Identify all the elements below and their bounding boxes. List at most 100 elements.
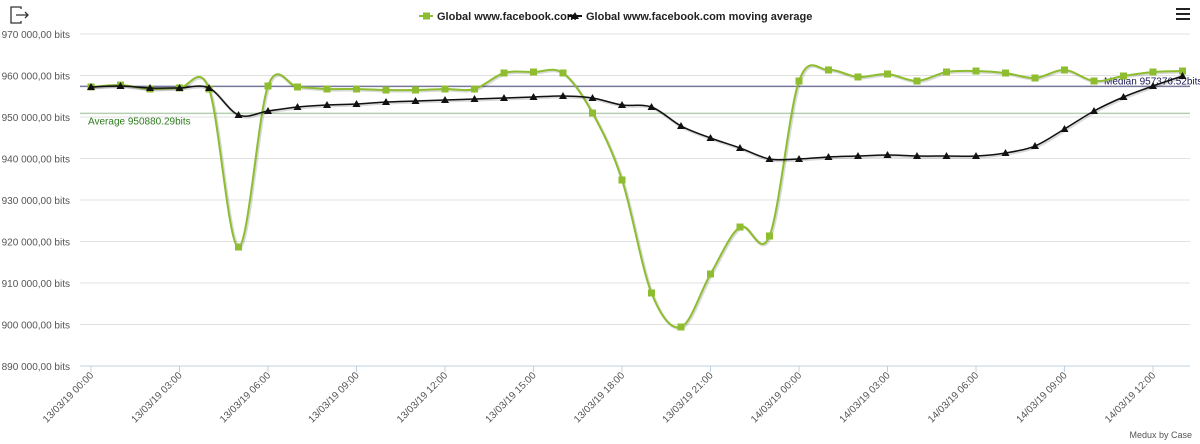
global-line — [90, 64, 1183, 329]
moving-average-point — [529, 92, 538, 100]
x-tick-label: 13/03/19 06:00 — [218, 370, 273, 425]
global-point — [589, 109, 596, 117]
global-point — [972, 67, 980, 75]
global-point — [1031, 74, 1039, 82]
x-tick-label: 14/03/19 00:00 — [749, 370, 804, 425]
moving-average-point — [441, 95, 449, 103]
x-tick-label: 14/03/19 12:00 — [1103, 370, 1158, 425]
global-point — [736, 223, 744, 231]
hamburger-menu-icon[interactable] — [1176, 8, 1190, 23]
y-tick-label: 950 000,00 bits — [2, 113, 70, 124]
moving-average-point — [883, 151, 892, 159]
legend-label: Global www.facebook.com moving average — [586, 11, 812, 23]
global-point — [559, 69, 567, 77]
x-tick-label: 14/03/19 09:00 — [1015, 370, 1070, 425]
moving-average-point — [795, 154, 803, 162]
x-tick-label: 13/03/19 18:00 — [572, 370, 627, 425]
moving-average-point — [1178, 71, 1187, 79]
moving-average-point — [175, 83, 184, 91]
moving-average-point — [1001, 148, 1010, 156]
global-point — [913, 77, 921, 85]
moving-average-point — [559, 92, 567, 100]
series-shadow — [91, 75, 1184, 163]
x-tick-label: 14/03/19 06:00 — [926, 370, 981, 425]
global-point — [1002, 69, 1009, 77]
x-tick-label: 13/03/19 09:00 — [307, 370, 362, 425]
moving-average-point — [913, 152, 921, 160]
global-point — [1120, 72, 1127, 80]
moving-average-point — [500, 93, 508, 101]
x-tick-label: 13/03/19 00:00 — [41, 370, 96, 425]
moving-average-point — [706, 133, 715, 141]
credit-text: Medux by Case — [1129, 430, 1192, 440]
global-point — [884, 70, 891, 78]
x-tick-label: 13/03/19 03:00 — [130, 370, 185, 425]
global-point — [500, 69, 508, 77]
global-point — [294, 83, 301, 91]
global-point — [707, 270, 714, 278]
moving-average-point — [618, 101, 626, 109]
moving-average-point — [1149, 81, 1157, 89]
x-tick-label: 13/03/19 12:00 — [395, 370, 450, 425]
export-icon[interactable] — [10, 6, 30, 24]
y-tick-label: 960 000,00 bits — [2, 72, 70, 83]
moving-average-point — [1090, 106, 1098, 114]
moving-average-point — [87, 82, 95, 90]
x-tick-label: 13/03/19 21:00 — [661, 370, 716, 425]
global-point — [412, 86, 419, 94]
moving-average-point — [116, 81, 125, 89]
global-point — [618, 176, 626, 184]
moving-average-point — [146, 83, 154, 91]
moving-average-point — [382, 98, 390, 106]
y-tick-label: 890 000,00 bits — [2, 362, 70, 373]
moving-average-point — [824, 153, 833, 161]
moving-average-point — [323, 101, 331, 109]
global-point — [264, 82, 272, 90]
legend-item-global[interactable]: Global www.facebook.com — [419, 11, 577, 23]
moving-average-line — [90, 75, 1183, 161]
moving-average-point — [854, 152, 862, 160]
moving-average-point — [205, 83, 213, 91]
moving-average-point — [588, 93, 597, 101]
legend-item-moving-average[interactable]: Global www.facebook.com moving average — [568, 11, 812, 23]
y-tick-label: 970 000,00 bits — [2, 30, 70, 41]
moving-average-point — [1060, 124, 1069, 132]
global-point — [1149, 68, 1157, 76]
moving-average-point — [470, 94, 479, 102]
moving-average-point — [942, 152, 951, 160]
global-point — [766, 232, 773, 240]
global-point — [795, 77, 803, 85]
y-tick-label: 910 000,00 bits — [2, 279, 70, 290]
y-tick-label: 900 000,00 bits — [2, 321, 70, 332]
moving-average-point — [677, 122, 685, 130]
y-tick-label: 940 000,00 bits — [2, 155, 70, 166]
global-point — [1179, 67, 1186, 75]
moving-average-point — [972, 152, 980, 160]
y-tick-label: 920 000,00 bits — [2, 238, 70, 249]
moving-average-point — [234, 111, 243, 119]
global-point — [1061, 66, 1068, 74]
y-tick-label: 930 000,00 bits — [2, 196, 70, 207]
average-label: Average 950880.29bits — [88, 116, 191, 127]
global-point — [382, 86, 390, 94]
global-point — [353, 85, 360, 93]
moving-average-point — [293, 102, 302, 110]
global-point — [648, 289, 655, 297]
global-point — [677, 323, 685, 331]
x-tick-label: 14/03/19 03:00 — [838, 370, 893, 425]
moving-average-point — [264, 106, 272, 114]
global-point — [825, 66, 832, 74]
legend-label: Global www.facebook.com — [437, 11, 577, 23]
moving-average-point — [1031, 142, 1039, 150]
median-label: Median 957376.52bits — [1104, 76, 1200, 87]
x-tick-label: 13/03/19 15:00 — [484, 370, 539, 425]
global-point — [854, 73, 862, 81]
moving-average-point — [352, 100, 361, 108]
moving-average-point — [1119, 92, 1128, 100]
moving-average-point — [736, 144, 744, 152]
global-point — [441, 85, 449, 93]
global-point — [943, 68, 950, 76]
global-point — [530, 68, 537, 76]
global-point — [1090, 77, 1098, 85]
